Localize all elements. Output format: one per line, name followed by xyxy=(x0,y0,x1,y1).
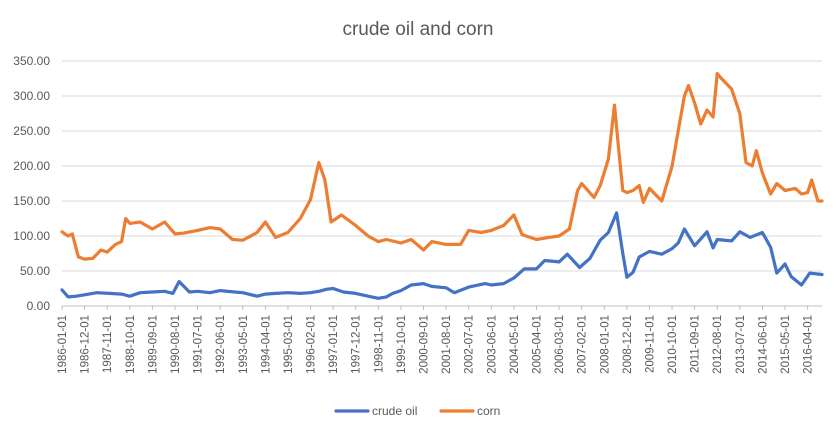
y-tick-label: 100.00 xyxy=(13,229,50,243)
y-tick-label: 50.00 xyxy=(20,264,50,278)
x-tick-label: 1997-12-01 xyxy=(351,315,363,374)
x-tick-label: 1986-01-01 xyxy=(57,315,69,374)
x-tick-label: 1987-11-01 xyxy=(102,315,114,373)
x-tick-label: 2014-06-01 xyxy=(757,315,769,374)
x-tick-label: 2016-04-01 xyxy=(803,315,815,374)
x-tick-label: 1989-09-01 xyxy=(147,315,159,374)
x-tick-label: 2008-01-01 xyxy=(599,315,611,374)
x-tick-label: 1997-01-01 xyxy=(328,315,340,374)
x-tick-label: 1998-11-01 xyxy=(373,315,385,373)
x-axis-tick-labels: 1986-01-01 1986-12-01 1987-11-01 1988-10-01… xyxy=(57,306,815,374)
y-tick-label: 200.00 xyxy=(13,159,50,173)
x-tick-label: 2004-05-01 xyxy=(509,315,521,374)
x-tick-label: 1991-07-01 xyxy=(193,315,205,374)
x-tick-label: 1994-04-01 xyxy=(260,315,272,374)
x-tick-label: 2013-07-01 xyxy=(735,315,747,374)
x-tick-label: 1999-10-01 xyxy=(396,315,408,374)
y-tick-label: 300.00 xyxy=(13,89,50,103)
x-tick-label: 2011-09-01 xyxy=(690,315,702,373)
series-lines xyxy=(60,72,824,300)
x-tick-label: 2009-11-01 xyxy=(644,315,656,373)
y-tick-label: 150.00 xyxy=(13,194,50,208)
gridlines xyxy=(62,60,822,307)
x-tick-label: 2007-02-01 xyxy=(577,315,589,374)
series-line-corn xyxy=(60,72,824,261)
x-tick-label: 2005-04-01 xyxy=(531,315,543,374)
x-tick-label: 2002-07-01 xyxy=(464,315,476,374)
x-tick-label: 2000-09-01 xyxy=(419,315,431,374)
legend-label-corn: corn xyxy=(477,404,500,418)
legend: crude oil corn xyxy=(334,404,500,418)
y-axis-tick-labels: 0.00 50.00 100.00 150.00 200.00 250.00 300.00 3… xyxy=(13,54,50,313)
x-tick-label: 1995-03-01 xyxy=(283,315,295,374)
x-tick-label: 2010-10-01 xyxy=(667,315,679,374)
chart-title: crude oil and corn xyxy=(342,19,493,40)
x-tick-label: 1993-05-01 xyxy=(238,315,250,374)
x-tick-label: 1988-10-01 xyxy=(125,315,137,374)
x-tick-label: 2012-08-01 xyxy=(712,315,724,374)
legend-label-crude-oil: crude oil xyxy=(372,404,417,418)
x-tick-label: 2003-06-01 xyxy=(486,315,498,374)
x-tick-label: 1992-06-01 xyxy=(215,315,227,374)
x-tick-label: 1990-08-01 xyxy=(170,315,182,374)
x-tick-label: 1996-02-01 xyxy=(306,315,318,374)
y-tick-label: 250.00 xyxy=(13,124,50,138)
y-tick-label: 0.00 xyxy=(27,299,51,313)
x-tick-label: 2001-08-01 xyxy=(441,315,453,374)
x-tick-label: 2015-05-01 xyxy=(780,315,792,374)
series-line-crude-oil xyxy=(60,211,824,300)
x-tick-label: 1986-12-01 xyxy=(80,315,92,374)
x-tick-label: 2008-12-01 xyxy=(622,315,634,374)
x-tick-label: 2006-03-01 xyxy=(554,315,566,374)
y-tick-label: 350.00 xyxy=(13,54,50,68)
